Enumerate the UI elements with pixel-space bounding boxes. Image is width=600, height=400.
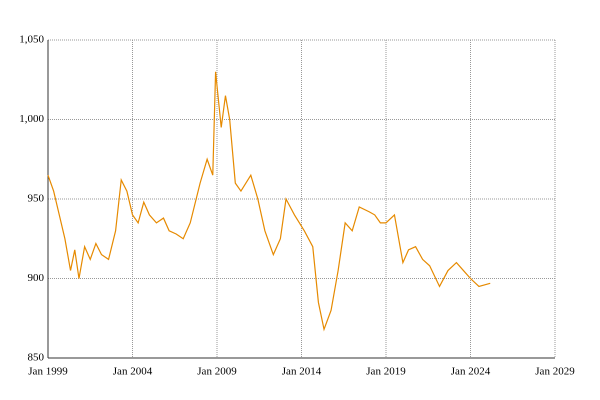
x-tick-label: Jan 2004 (113, 366, 153, 378)
y-tick-label: 1,050 (19, 34, 44, 46)
x-tick-label: Jan 2014 (282, 366, 322, 378)
y-tick-label: 950 (28, 193, 45, 205)
y-tick-label: 900 (28, 272, 45, 284)
x-tick-label: Jan 2024 (451, 366, 491, 378)
y-tick-label: 1,000 (19, 113, 44, 125)
x-tick-label: Jan 2029 (535, 366, 575, 378)
y-tick-label: 850 (28, 352, 45, 364)
line (47, 71, 491, 332)
x-tick-label: Jan 2019 (366, 366, 406, 378)
x-tick-label: Jan 1999 (28, 366, 68, 378)
x-tick-label: Jan 2009 (197, 366, 237, 378)
